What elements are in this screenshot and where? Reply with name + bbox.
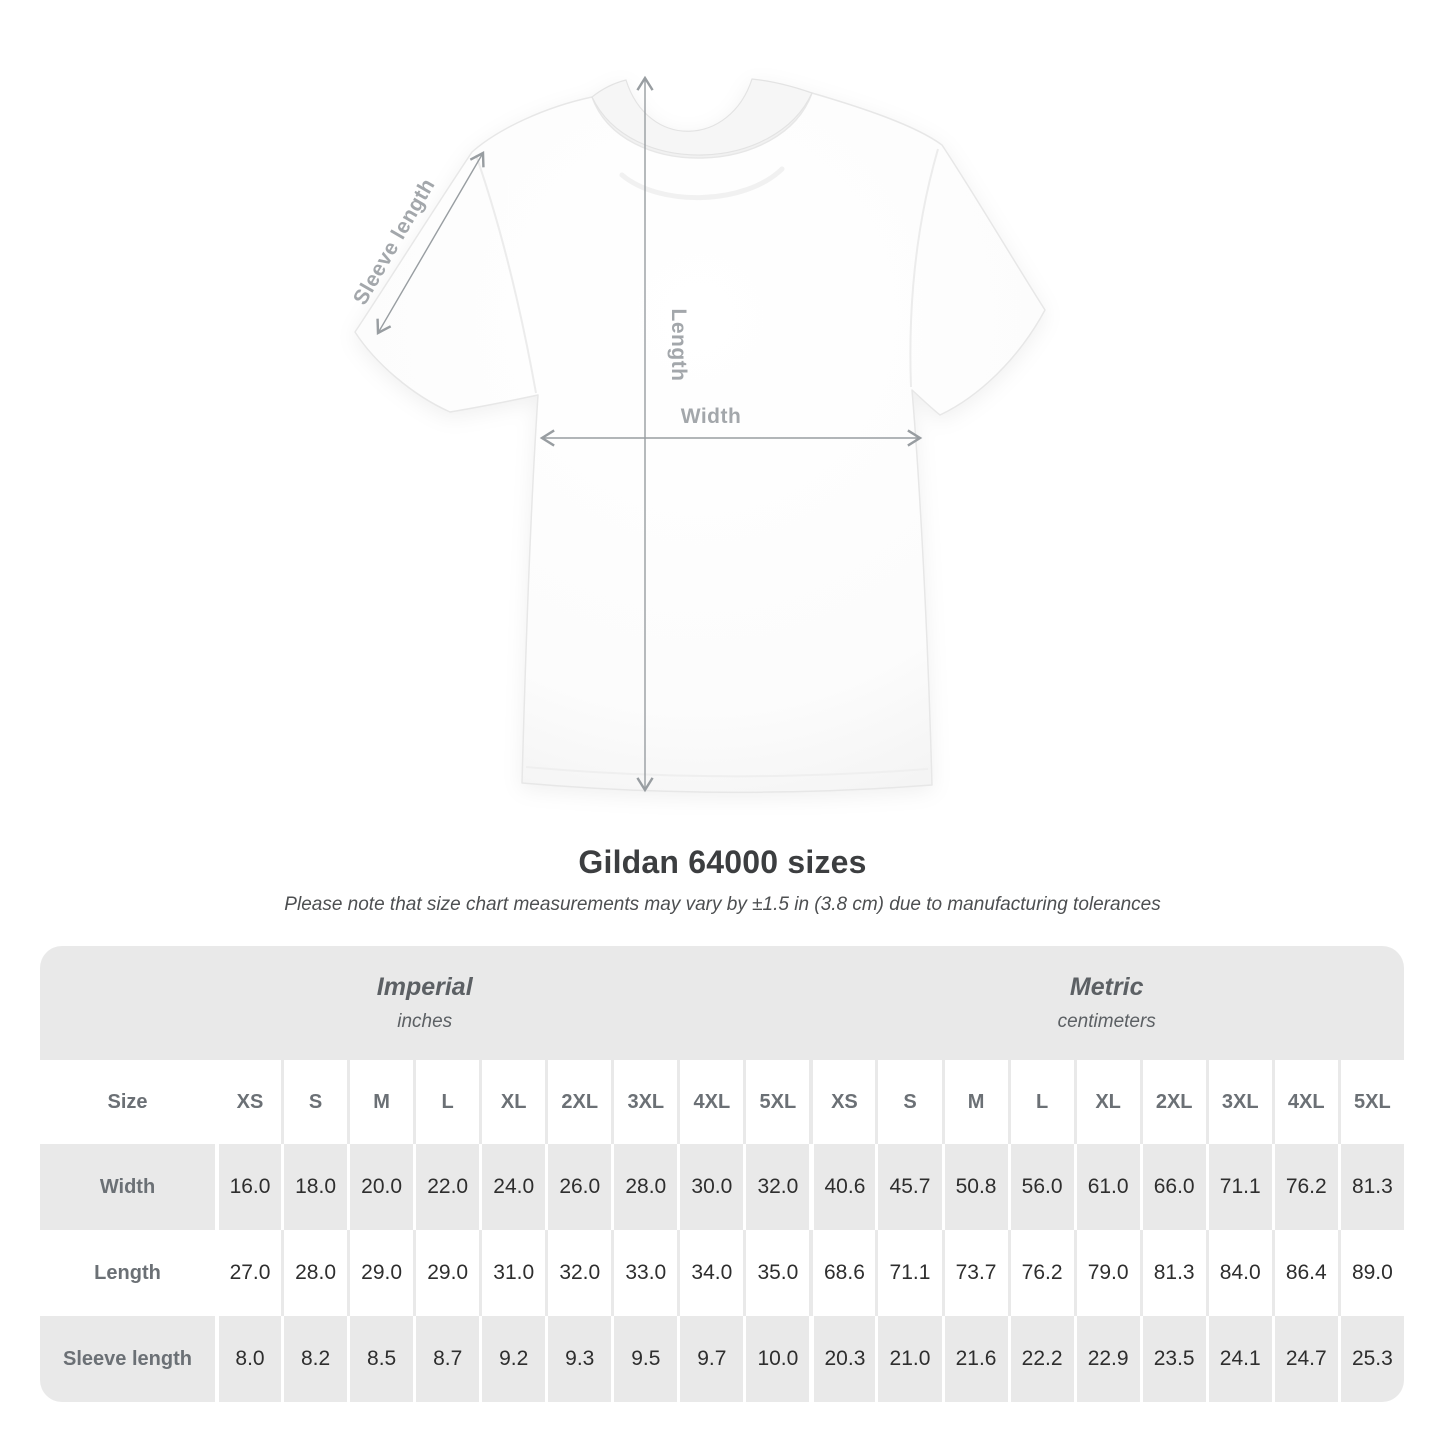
table-cell: 21.6 xyxy=(941,1316,1008,1402)
table-row-length: Length 27.0 28.0 29.0 29.0 31.0 32.0 33.0 34.0 3… xyxy=(40,1230,1404,1316)
units-band-metric: Metric centimeters xyxy=(809,946,1404,1060)
size-col-header: XL xyxy=(479,1060,546,1144)
tshirt-shape xyxy=(354,78,1046,794)
metric-unit-label: centimeters xyxy=(1057,1011,1156,1032)
table-cell: 89.0 xyxy=(1337,1230,1404,1316)
table-cell: 10.0 xyxy=(743,1316,810,1402)
units-band-row: Imperial inches Metric centimeters xyxy=(40,946,1404,1060)
table-cell: 32.0 xyxy=(743,1144,810,1230)
size-col-header: M xyxy=(941,1060,1008,1144)
table-cell: 61.0 xyxy=(1073,1144,1140,1230)
row-label-length: Length xyxy=(40,1230,215,1316)
table-cell: 31.0 xyxy=(479,1230,546,1316)
table-cell: 68.6 xyxy=(809,1230,876,1316)
table-cell: 29.0 xyxy=(413,1230,480,1316)
table-cell: 9.5 xyxy=(611,1316,678,1402)
tshirt-graphic: Sleeve length Length Width xyxy=(349,75,1046,794)
page-title: Gildan 64000 sizes xyxy=(578,844,867,880)
size-col-header: L xyxy=(413,1060,480,1144)
units-band-imperial: Imperial inches xyxy=(40,946,810,1060)
table-cell: 9.7 xyxy=(677,1316,744,1402)
table-cell: 24.7 xyxy=(1271,1316,1338,1402)
size-col-header: 2XL xyxy=(1139,1060,1206,1144)
table-cell: 24.1 xyxy=(1205,1316,1272,1402)
table-cell: 32.0 xyxy=(545,1230,612,1316)
table-cell: 34.0 xyxy=(677,1230,744,1316)
table-cell: 86.4 xyxy=(1271,1230,1338,1316)
table-cell: 76.2 xyxy=(1271,1144,1338,1230)
size-col-header: XS xyxy=(215,1060,282,1144)
size-header-label: Size xyxy=(40,1060,215,1144)
imperial-label: Imperial xyxy=(376,973,473,1001)
sleeve-length-arrow xyxy=(376,151,485,335)
size-col-header: 5XL xyxy=(743,1060,810,1144)
table-cell: 28.0 xyxy=(281,1230,348,1316)
table-cell: 8.2 xyxy=(281,1316,348,1402)
table-cell: 79.0 xyxy=(1073,1230,1140,1316)
table-cell: 50.8 xyxy=(941,1144,1008,1230)
table-cell: 30.0 xyxy=(677,1144,744,1230)
size-col-header: XL xyxy=(1073,1060,1140,1144)
size-col-header: 2XL xyxy=(545,1060,612,1144)
table-cell: 9.2 xyxy=(479,1316,546,1402)
table-cell: 18.0 xyxy=(281,1144,348,1230)
size-col-header: 4XL xyxy=(1271,1060,1338,1144)
size-col-header: 5XL xyxy=(1337,1060,1404,1144)
table-cell: 16.0 xyxy=(215,1144,282,1230)
size-col-header: 3XL xyxy=(611,1060,678,1144)
size-col-header: S xyxy=(875,1060,942,1144)
table-cell: 81.3 xyxy=(1139,1230,1206,1316)
table-cell: 22.2 xyxy=(1007,1316,1074,1402)
row-label-sleeve-length: Sleeve length xyxy=(40,1316,215,1402)
imperial-unit-label: inches xyxy=(397,1011,453,1032)
size-chart-table: Imperial inches Metric centimeters Size … xyxy=(40,946,1404,1402)
size-col-header: 4XL xyxy=(677,1060,744,1144)
table-cell: 84.0 xyxy=(1205,1230,1272,1316)
size-col-header: XS xyxy=(809,1060,876,1144)
table-cell: 71.1 xyxy=(875,1230,942,1316)
table-cell: 23.5 xyxy=(1139,1316,1206,1402)
table-cell: 20.0 xyxy=(347,1144,414,1230)
table-cell: 81.3 xyxy=(1337,1144,1404,1230)
row-label-width: Width xyxy=(40,1144,215,1230)
table-row-width: Width 16.0 18.0 20.0 22.0 24.0 26.0 28.0 30.0 32… xyxy=(40,1144,1404,1230)
metric-label: Metric xyxy=(1069,973,1144,1001)
table-cell: 29.0 xyxy=(347,1230,414,1316)
table-cell: 21.0 xyxy=(875,1316,942,1402)
table-cell: 8.0 xyxy=(215,1316,282,1402)
size-col-header: S xyxy=(281,1060,348,1144)
table-cell: 26.0 xyxy=(545,1144,612,1230)
table-cell: 28.0 xyxy=(611,1144,678,1230)
table-cell: 20.3 xyxy=(809,1316,876,1402)
measurement-annotations xyxy=(376,75,923,793)
table-cell: 56.0 xyxy=(1007,1144,1074,1230)
size-col-header: M xyxy=(347,1060,414,1144)
table-cell: 25.3 xyxy=(1337,1316,1404,1402)
table-cell: 27.0 xyxy=(215,1230,282,1316)
table-cell: 22.9 xyxy=(1073,1316,1140,1402)
table-cell: 71.1 xyxy=(1205,1144,1272,1230)
table-cell: 76.2 xyxy=(1007,1230,1074,1316)
size-chart: Imperial inches Metric centimeters Size … xyxy=(40,946,1404,1402)
table-cell: 35.0 xyxy=(743,1230,810,1316)
table-cell: 73.7 xyxy=(941,1230,1008,1316)
table-cell: 66.0 xyxy=(1139,1144,1206,1230)
table-cell: 22.0 xyxy=(413,1144,480,1230)
page-subtitle: Please note that size chart measurements… xyxy=(284,894,1161,915)
table-cell: 33.0 xyxy=(611,1230,678,1316)
table-cell: 24.0 xyxy=(479,1144,546,1230)
table-cell: 40.6 xyxy=(809,1144,876,1230)
size-col-header: L xyxy=(1007,1060,1074,1144)
tshirt-figure: Sleeve length Length Width xyxy=(330,55,1060,815)
table-row-sleeve-length: Sleeve length 8.0 8.2 8.5 8.7 9.2 9.3 9.5 9.7 10… xyxy=(40,1316,1404,1402)
table-cell: 8.5 xyxy=(347,1316,414,1402)
length-label: Length xyxy=(667,309,690,382)
width-label: Width xyxy=(681,405,742,428)
size-header-row: Size XS S M L XL 2XL 3XL 4XL 5XL XS S M L XL 2XL 3XL 4XL… xyxy=(40,1060,1404,1144)
table-cell: 45.7 xyxy=(875,1144,942,1230)
table-cell: 8.7 xyxy=(413,1316,480,1402)
table-cell: 9.3 xyxy=(545,1316,612,1402)
size-col-header: 3XL xyxy=(1205,1060,1272,1144)
